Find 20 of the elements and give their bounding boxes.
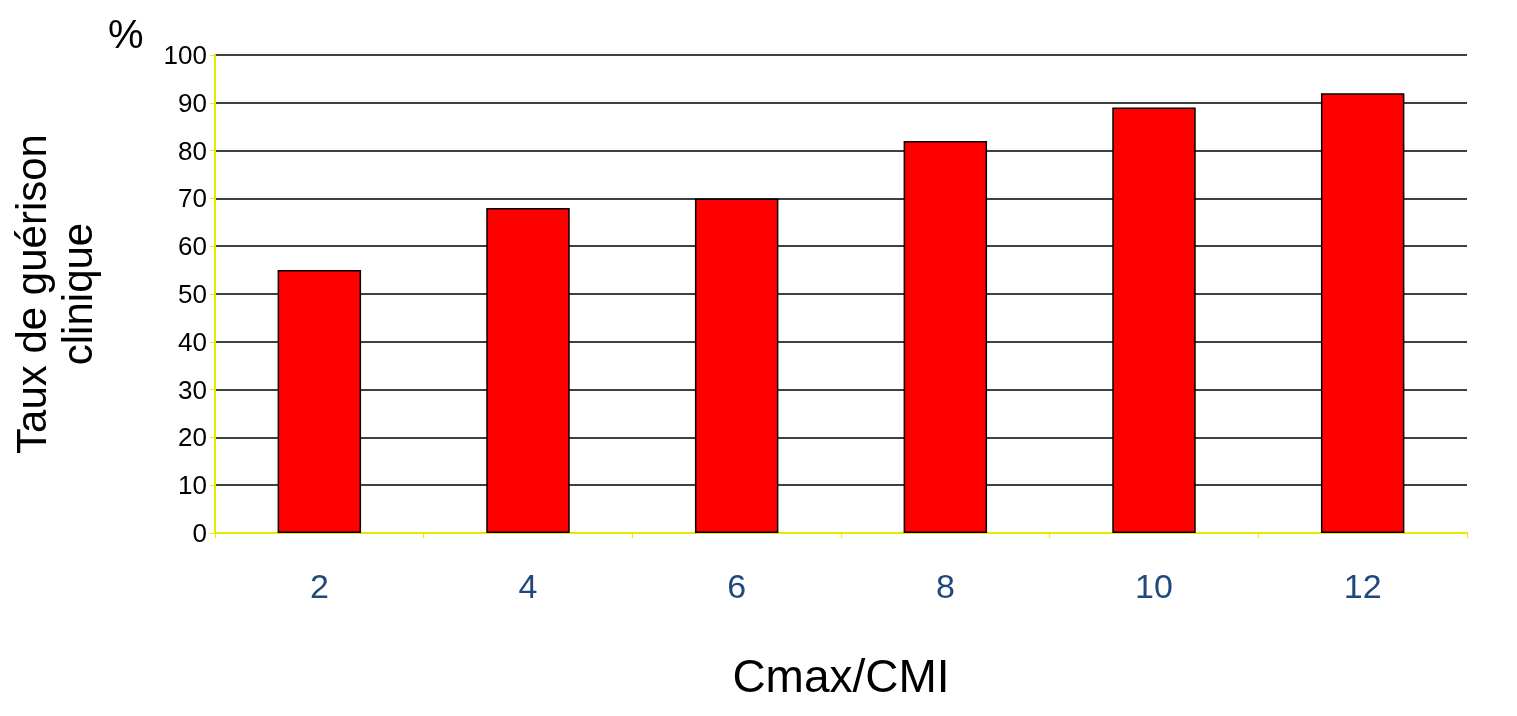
y-tick-label: 40 xyxy=(178,326,207,357)
y-tick-label: 20 xyxy=(178,422,207,453)
y-tick-label: 0 xyxy=(192,518,207,548)
x-tick-label: 12 xyxy=(1343,567,1382,605)
y-tick-label: 100 xyxy=(163,40,207,70)
x-tick-label: 10 xyxy=(1135,567,1173,605)
y-tick-label: 50 xyxy=(178,279,207,309)
x-tick-label: 4 xyxy=(518,567,538,605)
x-tick-label: 2 xyxy=(309,567,329,605)
y-axis-title: Taux de guérison clinique xyxy=(7,134,101,454)
y-tick-label: 30 xyxy=(178,374,207,405)
y-tick-label: 70 xyxy=(178,183,207,214)
text: % xyxy=(108,12,144,56)
y-tick-label: 10 xyxy=(178,470,207,501)
x-tick-label: 6 xyxy=(727,567,747,605)
y-tick-label: 60 xyxy=(178,231,207,262)
y-tick-label: 90 xyxy=(178,87,207,118)
x-tick-label: 8 xyxy=(935,567,955,605)
x-axis-title: Cmax/CMI xyxy=(732,650,950,702)
y-tick-label: 80 xyxy=(178,135,207,166)
